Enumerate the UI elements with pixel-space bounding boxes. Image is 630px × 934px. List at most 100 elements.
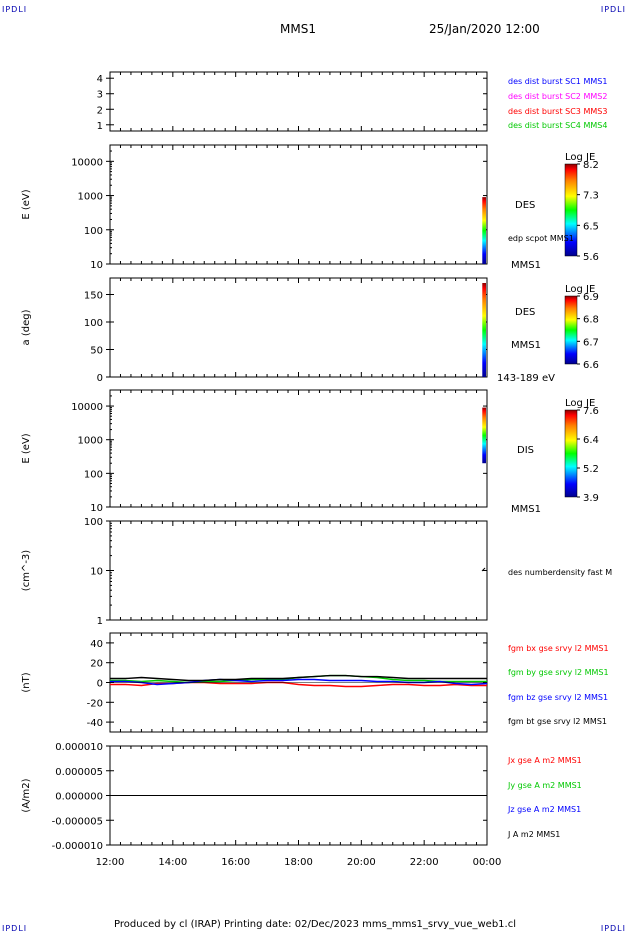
corner-label-bottom-left: IPDLI bbox=[2, 924, 28, 933]
y-tick-label: 100 bbox=[84, 517, 103, 528]
y-tick-label: 1 bbox=[97, 121, 103, 132]
y-tick-label: 1 bbox=[97, 616, 103, 627]
colorbar-tick-label: 6.5 bbox=[583, 221, 599, 232]
y-tick-label: 10 bbox=[90, 260, 103, 271]
legend-entry: des numberdensity fast M bbox=[508, 568, 612, 577]
y-tick-label: 10000 bbox=[71, 402, 103, 413]
corner-label-top-right: IPDLI bbox=[600, 5, 626, 14]
panel-side-label: MMS1 bbox=[511, 504, 541, 515]
x-tick-label: 16:00 bbox=[221, 857, 250, 868]
y-axis-label: (A/m2) bbox=[21, 778, 32, 812]
colorbar-tick-label: 6.7 bbox=[583, 337, 599, 348]
y-axis-label: (cm^-3) bbox=[21, 550, 32, 591]
panel-side-label: edp scpot MMS1 bbox=[508, 234, 574, 243]
colorbar-tick-label: 3.9 bbox=[583, 493, 599, 504]
corner-label-top-left: IPDLI bbox=[2, 5, 28, 14]
colorbar-tick-label: 6.4 bbox=[583, 435, 599, 446]
y-tick-label: 10000 bbox=[71, 157, 103, 168]
legend-entry: J A m2 MMS1 bbox=[507, 830, 560, 839]
y-tick-label: 4 bbox=[97, 74, 103, 85]
colorbar-tick-label: 8.2 bbox=[583, 160, 599, 171]
legend-entry: Jz gse A m2 MMS1 bbox=[507, 805, 581, 814]
y-tick-label: 0.000005 bbox=[55, 767, 103, 778]
y-tick-label: -0.000005 bbox=[52, 816, 103, 827]
panel-5: 1 10 100 (cm^-3) des numberdensity fast M bbox=[21, 517, 612, 627]
panel-frame bbox=[109, 389, 488, 508]
y-tick-label: 100 bbox=[84, 469, 103, 480]
x-tick-label: 22:00 bbox=[410, 857, 439, 868]
panel-side-label: MMS1 bbox=[511, 260, 541, 271]
legend-entry: des dist burst SC3 MMS3 bbox=[508, 107, 607, 116]
y-tick-label: 2 bbox=[97, 105, 103, 116]
panel-frame bbox=[109, 277, 488, 378]
panel-2: 10 100 1000 10000 E (eV) Log JE8.2 7.3 6.5 5.6 DE… bbox=[21, 144, 599, 271]
series-line bbox=[110, 674, 487, 682]
y-axis-label: (nT) bbox=[21, 672, 32, 692]
colorbar bbox=[564, 295, 578, 365]
y-tick-label: 50 bbox=[90, 346, 103, 357]
panel-6: -40 -20 0 20 40 (nT) fgm bx gse srvy l2 MMS1 fg… bbox=[21, 632, 609, 733]
colorbar-title: Log JE bbox=[565, 284, 595, 295]
corner-label-bottom-right: IPDLI bbox=[600, 924, 626, 933]
legend-entry: Jy gse A m2 MMS1 bbox=[507, 781, 582, 790]
panel-side-label: MMS1 bbox=[511, 340, 541, 351]
panel-frame bbox=[109, 144, 488, 265]
y-axis-label: a (deg) bbox=[21, 309, 32, 345]
colorbar-title: Log JE bbox=[565, 152, 595, 163]
spectrogram-data-strip bbox=[482, 197, 486, 264]
legend-entry: des dist burst SC2 MMS2 bbox=[508, 92, 607, 101]
y-tick-label: 0 bbox=[97, 679, 103, 690]
panel-side-label: 143-189 eV bbox=[497, 373, 555, 384]
y-tick-label: -20 bbox=[87, 698, 103, 709]
y-tick-label: 0.000010 bbox=[55, 742, 103, 753]
legend-entry: fgm bt gse srvy l2 MMS1 bbox=[508, 717, 607, 726]
panel-3: 0 50 100 150 a (deg) Log JE6.9 6.8 6.7 6.6 DES MMS… bbox=[21, 277, 599, 384]
legend-entry: fgm bx gse srvy l2 MMS1 bbox=[508, 644, 609, 653]
y-tick-label: -40 bbox=[87, 718, 103, 729]
y-tick-label: 10 bbox=[90, 567, 103, 578]
spectrogram-data-strip bbox=[482, 283, 486, 377]
colorbar-tick-label: 5.2 bbox=[583, 464, 599, 475]
x-tick-label: 18:00 bbox=[284, 857, 313, 868]
colorbar-tick-label: 6.6 bbox=[583, 360, 599, 371]
density-trace bbox=[481, 567, 486, 572]
colorbar-tick-label: 7.6 bbox=[583, 406, 599, 417]
x-tick-label: 00:00 bbox=[473, 857, 502, 868]
spacecraft-title: MMS1 bbox=[280, 22, 316, 36]
colorbar bbox=[564, 409, 578, 498]
panel-side-label: DES bbox=[515, 200, 535, 211]
y-tick-label: 20 bbox=[90, 659, 103, 670]
legend-entry: Jx gse A m2 MMS1 bbox=[507, 756, 582, 765]
colorbar-tick-label: 7.3 bbox=[583, 191, 599, 202]
colorbar-tick-label: 6.8 bbox=[583, 315, 599, 326]
colorbar-title: Log JE bbox=[565, 398, 595, 409]
panel-frame bbox=[109, 520, 488, 621]
x-tick-label: 14:00 bbox=[158, 857, 187, 868]
y-tick-label: 1000 bbox=[78, 436, 103, 447]
colorbar bbox=[564, 163, 578, 257]
y-tick-label: 0.000000 bbox=[55, 792, 103, 803]
y-tick-label: 1000 bbox=[78, 192, 103, 203]
panel-1: 1 2 3 4 des dist burst SC1 MMS1 des dist burs… bbox=[97, 71, 607, 132]
y-tick-label: -0.000010 bbox=[52, 841, 103, 852]
y-tick-label: 150 bbox=[84, 291, 103, 302]
legend-entry: des dist burst SC1 MMS1 bbox=[508, 77, 607, 86]
x-tick-label: 12:00 bbox=[96, 857, 125, 868]
panel-4: 10 100 1000 10000 E (eV) Log JE7.6 6.4 5.2 3.9 DI… bbox=[21, 389, 599, 515]
legend-entry: fgm bz gse srvy l2 MMS1 bbox=[508, 693, 608, 702]
x-tick-label: 20:00 bbox=[347, 857, 376, 868]
panel-side-label: DIS bbox=[517, 445, 534, 456]
footer-credits: Produced by cl (IRAP) Printing date: 02/… bbox=[114, 919, 516, 930]
y-axis-label: E (eV) bbox=[21, 189, 32, 219]
panel-7: -0.000010 -0.000005 0.000000 0.000005 0.0000… bbox=[21, 742, 582, 852]
colorbar-tick-label: 5.6 bbox=[583, 252, 599, 263]
y-tick-label: 0 bbox=[97, 373, 103, 384]
y-tick-label: 3 bbox=[97, 90, 103, 101]
y-axis-label: E (eV) bbox=[21, 433, 32, 463]
colorbar-tick-label: 6.9 bbox=[583, 292, 599, 303]
y-tick-label: 100 bbox=[84, 318, 103, 329]
y-tick-label: 100 bbox=[84, 226, 103, 237]
y-tick-label: 40 bbox=[90, 639, 103, 650]
y-tick-label: 10 bbox=[90, 503, 103, 514]
